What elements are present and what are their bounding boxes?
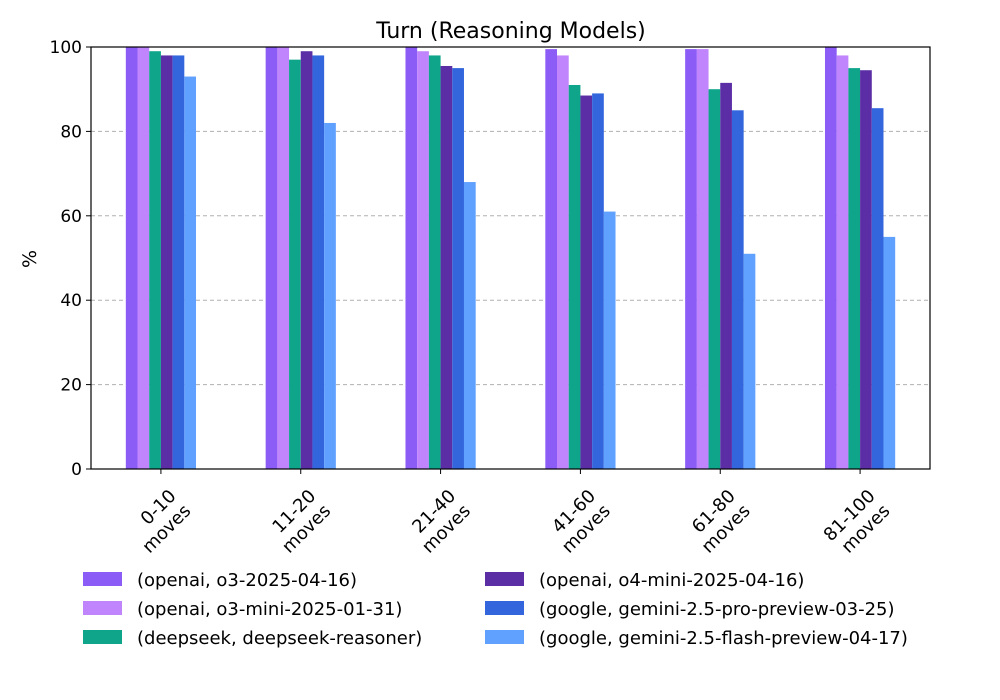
bar xyxy=(312,55,325,469)
y-tick-label: 20 xyxy=(60,376,82,396)
legend-label: (deepseek, deepseek-reasoner) xyxy=(137,628,422,649)
bar xyxy=(149,51,161,469)
chart-title: Turn (Reasoning Models) xyxy=(375,19,646,44)
legend-swatch xyxy=(485,630,524,644)
bar xyxy=(417,51,429,469)
bar xyxy=(603,211,616,469)
bar xyxy=(405,47,418,469)
bar xyxy=(743,253,756,469)
bar xyxy=(125,47,138,469)
y-tick-label: 100 xyxy=(50,38,82,58)
bar xyxy=(557,55,569,469)
bar xyxy=(440,65,453,470)
bar xyxy=(592,93,604,470)
bar xyxy=(428,55,441,469)
legend-label: (google, gemini-2.5-flash-preview-04-17) xyxy=(539,628,908,649)
bars xyxy=(125,47,896,470)
y-tick-label: 40 xyxy=(60,291,82,311)
legend-swatch xyxy=(485,572,524,586)
bar xyxy=(289,59,301,469)
legend: (openai, o3-2025-04-16) (openai, o3-mini-… xyxy=(83,570,908,649)
legend-swatch xyxy=(83,630,122,644)
bar xyxy=(452,68,464,469)
y-axis-ticks: 0 20 40 60 80 100 xyxy=(50,38,91,480)
legend-label: (google, gemini-2.5-pro-preview-03-25) xyxy=(539,599,895,620)
bar xyxy=(824,47,837,469)
legend-swatch xyxy=(83,601,122,615)
plot-area-frame xyxy=(90,46,931,470)
legend-swatch xyxy=(485,601,524,615)
gridlines xyxy=(91,130,930,386)
legend-swatch xyxy=(83,572,122,586)
x-tick-label: 41-60moves xyxy=(543,486,615,558)
bar xyxy=(137,47,150,469)
legend-label: (openai, o4-mini-2025-04-16) xyxy=(539,570,804,591)
bar xyxy=(836,55,849,469)
bar xyxy=(731,110,744,470)
bar xyxy=(883,236,896,469)
x-tick-label: 0-10moves xyxy=(123,486,195,558)
y-tick-label: 60 xyxy=(60,207,82,227)
bar xyxy=(685,49,697,470)
legend-label: (openai, o3-2025-04-16) xyxy=(137,570,357,591)
legend-label: (openai, o3-mini-2025-01-31) xyxy=(137,599,402,620)
x-tick-label: 21-40moves xyxy=(403,486,475,558)
bar xyxy=(184,76,197,469)
y-tick-label: 0 xyxy=(71,460,82,480)
bar xyxy=(277,47,290,469)
bar xyxy=(860,70,872,470)
x-tick-label: 81-100moves xyxy=(820,486,895,561)
bar xyxy=(463,182,476,470)
bar xyxy=(871,108,884,469)
bar xyxy=(580,95,593,469)
bar xyxy=(300,51,313,469)
bar xyxy=(545,49,558,470)
bar xyxy=(324,122,336,470)
bar xyxy=(708,89,721,469)
bar xyxy=(848,68,861,469)
x-axis-ticks: 0-10moves 11-20moves 21-40moves 41-60moves 6… xyxy=(123,469,895,561)
x-tick-label: 61-80moves xyxy=(683,486,755,558)
bar xyxy=(160,55,173,469)
bar xyxy=(720,82,732,470)
bar xyxy=(696,49,709,470)
y-axis-label: % xyxy=(19,250,41,268)
bar xyxy=(568,84,581,469)
y-tick-label: 80 xyxy=(60,122,82,142)
x-tick-label: 11-20moves xyxy=(263,486,335,558)
bar xyxy=(265,47,278,469)
bar xyxy=(172,55,185,469)
